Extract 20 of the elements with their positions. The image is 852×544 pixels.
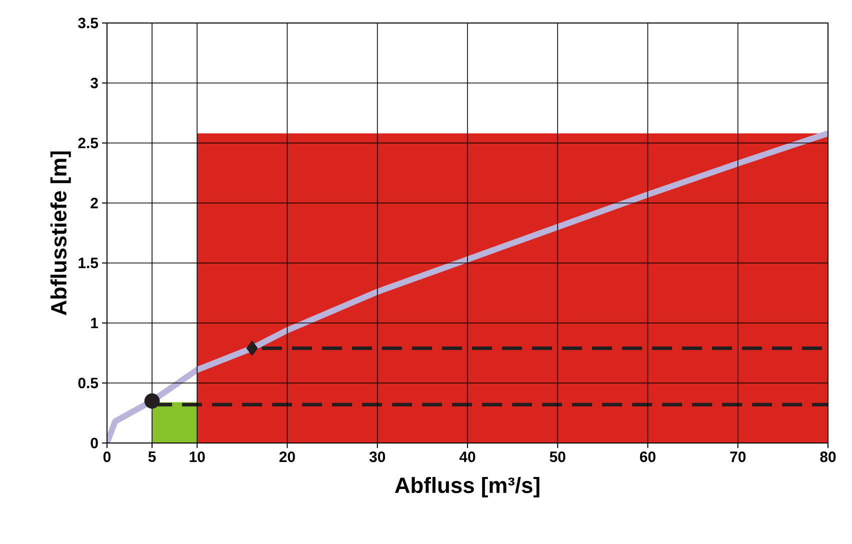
y-tick-label: 2.5 — [78, 138, 98, 148]
x-tick-label: 50 — [550, 452, 566, 462]
y-tick-label: 1.5 — [78, 258, 98, 268]
x-tick-label: 70 — [730, 452, 746, 462]
x-tick-label: 80 — [820, 452, 836, 462]
y-tick-label: 3 — [90, 78, 98, 88]
x-tick-label: 40 — [459, 452, 476, 462]
y-tick-label: 3.5 — [78, 18, 98, 28]
y-tick-label: 0.5 — [78, 378, 98, 388]
y-axis-title: Abflusstiefe [m] — [50, 151, 71, 316]
x-axis-title: Abfluss [m³/s] — [394, 476, 540, 498]
y-tick-label: 0 — [90, 438, 98, 448]
x-tick-label: 10 — [190, 452, 205, 462]
x-tick-label: 20 — [279, 452, 295, 462]
x-tick-label: 30 — [369, 452, 386, 462]
y-tick-label: 2 — [90, 198, 98, 208]
x-tick-label: 5 — [148, 452, 156, 462]
x-tick-label: 60 — [640, 452, 656, 462]
y-tick-label: 1 — [91, 318, 98, 328]
x-tick-label: 0 — [103, 452, 111, 462]
